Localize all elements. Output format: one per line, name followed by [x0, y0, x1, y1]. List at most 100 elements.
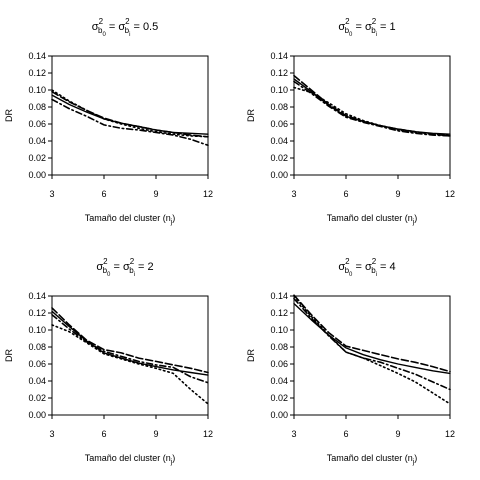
series-line-dotdash	[51, 313, 209, 384]
y-tick-label: 0.02	[270, 153, 288, 163]
x-axis: 3 6 9 12	[49, 415, 213, 439]
y-tick-label: 0.00	[28, 170, 46, 180]
x-tick-label: 12	[445, 189, 455, 199]
title-sup-2: 2	[130, 257, 135, 266]
title-sub-1: b	[345, 266, 350, 275]
y-tick-label: 0.14	[270, 291, 288, 301]
series-line-dotted	[293, 295, 451, 405]
title-sub-2: b	[129, 266, 134, 275]
y-tick-label: 0.10	[270, 85, 288, 95]
x-axis: 3 6 9 12	[49, 175, 213, 199]
title-eq: =	[352, 21, 365, 33]
y-tick-label: 0.04	[28, 376, 46, 386]
title-sigma-1: σ	[96, 261, 103, 273]
title-sup-2: 2	[372, 17, 377, 26]
title-sub-2: b	[371, 266, 376, 275]
series-line-dashed	[293, 294, 451, 373]
x-tick-label: 6	[343, 429, 348, 439]
x-label-end: )	[172, 213, 175, 223]
title-sub-index-1: 0	[102, 32, 106, 38]
y-tick-label: 0.00	[270, 170, 288, 180]
series-line-dotted	[293, 86, 451, 136]
x-tick-label: 3	[291, 429, 296, 439]
title-eq: =	[110, 261, 123, 273]
panel-3: σ2 b0 = σ2 bi = 20.000.020.040.060.080.100…	[4, 257, 213, 466]
y-tick-label: 0.10	[28, 325, 46, 335]
x-label-end: )	[414, 453, 417, 463]
y-tick-label: 0.14	[270, 51, 288, 61]
y-tick-label: 0.08	[270, 342, 288, 352]
title-sub-index-2: i	[134, 272, 135, 278]
panel-2: σ2 b0 = σ2 bi = 10.000.020.040.060.080.100…	[246, 17, 455, 226]
plot-area	[51, 55, 209, 176]
plot-area	[293, 295, 451, 416]
y-tick-label: 0.04	[28, 136, 46, 146]
x-axis-label: Tamaño del cluster (nj)	[327, 213, 418, 226]
x-label-end: )	[172, 453, 175, 463]
x-label-sub: j	[170, 459, 173, 466]
title-value: = 0.5	[130, 21, 158, 33]
y-tick-label: 0.06	[28, 359, 46, 369]
x-label-main: Tamaño del cluster (n	[327, 453, 413, 463]
series-line-dotdash	[293, 80, 451, 137]
title-value: = 1	[377, 21, 396, 33]
panel-4: σ2 b0 = σ2 bi = 40.000.020.040.060.080.100…	[246, 257, 455, 466]
panel-title: σ2 b0 = σ2 bi = 1	[338, 17, 395, 38]
y-tick-label: 0.14	[28, 51, 46, 61]
panel-title: σ2 b0 = σ2 bi = 0.5	[92, 17, 158, 38]
x-tick-label: 9	[153, 189, 158, 199]
y-tick-label: 0.08	[270, 102, 288, 112]
y-tick-label: 0.08	[28, 342, 46, 352]
x-axis-label: Tamaño del cluster (nj)	[85, 453, 176, 466]
y-tick-label: 0.06	[270, 119, 288, 129]
title-sub-2: b	[371, 26, 376, 35]
series-line-dotted	[51, 89, 209, 138]
title-eq: =	[106, 21, 119, 33]
x-axis: 3 6 9 12	[291, 415, 455, 439]
series-line-solid	[293, 78, 451, 135]
x-tick-label: 6	[101, 189, 106, 199]
y-tick-label: 0.12	[28, 68, 46, 78]
y-axis: 0.00 0.02 0.04 0.06 0.08 0.10 0.12 0.14	[270, 291, 294, 420]
title-sigma-2: σ	[118, 21, 125, 33]
title-sup-1: 2	[103, 257, 108, 266]
title-sub-index-1: 0	[349, 32, 353, 38]
y-tick-label: 0.02	[270, 393, 288, 403]
y-tick-label: 0.14	[28, 291, 46, 301]
y-axis: 0.00 0.02 0.04 0.06 0.08 0.10 0.12 0.14	[28, 291, 52, 420]
y-axis-label: DR	[4, 109, 14, 122]
title-sub-index-1: 0	[349, 272, 353, 278]
y-tick-label: 0.12	[28, 308, 46, 318]
y-tick-label: 0.06	[28, 119, 46, 129]
title-sup-2: 2	[125, 17, 130, 26]
y-tick-label: 0.00	[28, 410, 46, 420]
series-line-dashed	[293, 74, 451, 137]
x-tick-label: 9	[153, 429, 158, 439]
title-sub-1: b	[103, 266, 108, 275]
series-line-solid	[51, 94, 209, 135]
x-tick-label: 9	[395, 429, 400, 439]
series-line-dotdash	[293, 297, 451, 391]
y-tick-label: 0.12	[270, 308, 288, 318]
title-sub-index-2: i	[129, 32, 130, 38]
y-axis-label: DR	[246, 349, 256, 362]
x-tick-label: 12	[203, 429, 213, 439]
title-sub-1: b	[98, 26, 103, 35]
series-line-dotdash	[51, 98, 209, 147]
panel-1: σ2 b0 = σ2 bi = 0.50.000.020.040.060.080.1…	[4, 17, 213, 226]
y-axis-label: DR	[246, 109, 256, 122]
title-sub-index-2: i	[376, 32, 377, 38]
series-line-dotted	[51, 324, 209, 405]
y-tick-label: 0.00	[270, 410, 288, 420]
title-eq: =	[352, 261, 365, 273]
x-label-sub: j	[412, 219, 415, 226]
title-sigma-1: σ	[92, 21, 99, 33]
series-line-dashed	[51, 90, 209, 138]
x-axis-label: Tamaño del cluster (nj)	[327, 453, 418, 466]
y-tick-label: 0.10	[270, 325, 288, 335]
title-sup-2: 2	[372, 257, 377, 266]
panel-title: σ2 b0 = σ2 bi = 2	[96, 257, 153, 278]
title-sub-index-1: 0	[107, 272, 111, 278]
x-tick-label: 6	[343, 189, 348, 199]
